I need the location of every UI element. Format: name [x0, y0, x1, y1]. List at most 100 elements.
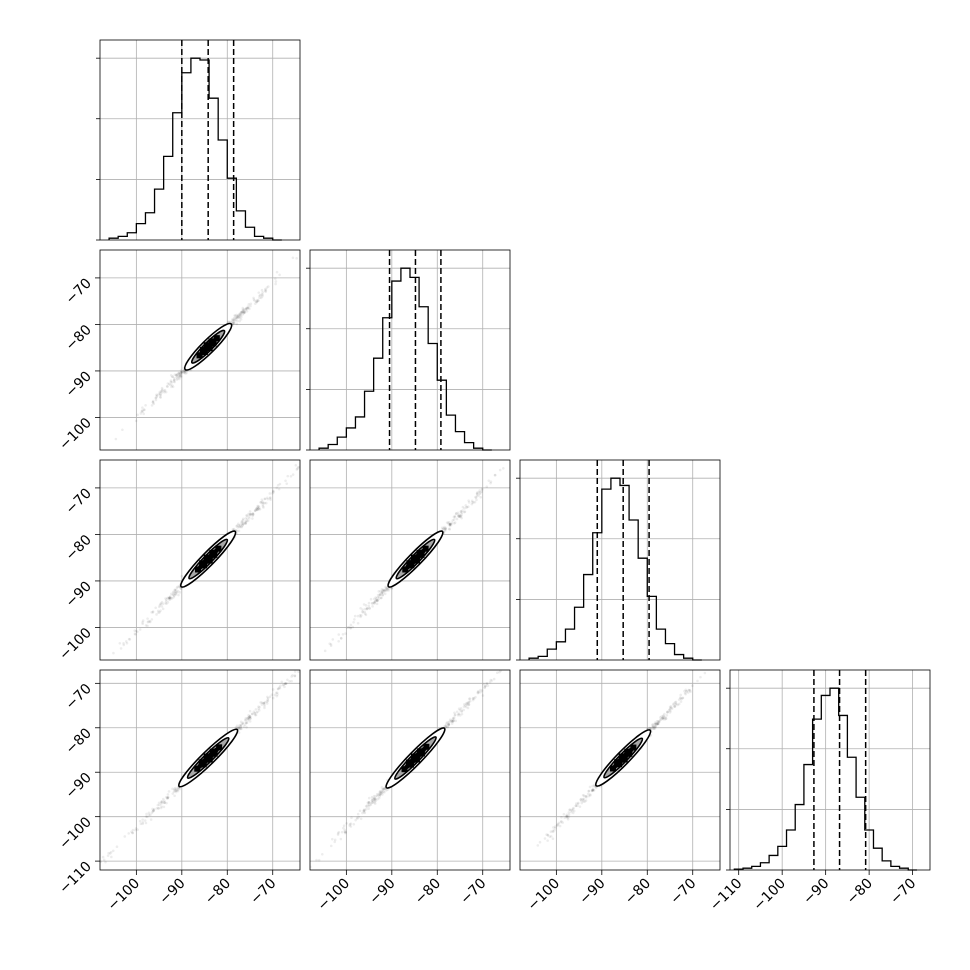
- sample-point: [376, 596, 380, 599]
- sample-point: [275, 486, 279, 490]
- sample-point: [366, 606, 369, 610]
- sample-point: [290, 679, 293, 683]
- sample-point: [240, 311, 244, 314]
- sample-point: [247, 512, 250, 516]
- sample-point: [179, 370, 183, 374]
- sample-point: [141, 818, 145, 821]
- sample-point: [349, 626, 353, 630]
- sample-point: [498, 468, 502, 472]
- sample-point: [382, 589, 386, 593]
- sample-point: [579, 798, 582, 801]
- sample-point: [166, 601, 170, 604]
- sample-point: [252, 710, 256, 713]
- sample-point: [295, 468, 299, 471]
- sample-point: [377, 796, 381, 800]
- sample-point: [157, 801, 161, 805]
- sample-point: [373, 800, 377, 804]
- sample-point: [459, 514, 463, 518]
- sample-point: [179, 374, 182, 378]
- sample-point: [581, 797, 585, 801]
- sample-point: [355, 816, 359, 820]
- sample-point: [377, 597, 381, 601]
- sample-point: [176, 377, 179, 380]
- sample-point: [244, 308, 248, 311]
- sample-point: [160, 386, 164, 390]
- sample-point: [173, 588, 177, 592]
- sample-point: [164, 597, 167, 600]
- sample-point: [238, 523, 242, 527]
- sample-point: [477, 494, 480, 497]
- sample-point: [106, 854, 110, 857]
- sample-point: [514, 653, 517, 656]
- sample-point: [683, 691, 687, 695]
- sample-point: [379, 790, 382, 793]
- sample-point: [372, 597, 376, 601]
- sample-point: [485, 485, 489, 489]
- sample-point: [235, 313, 238, 317]
- sample-point: [302, 674, 305, 677]
- sample-point: [380, 591, 384, 595]
- sample-point: [249, 302, 253, 306]
- sample-point: [128, 638, 132, 641]
- sample-point: [158, 803, 161, 807]
- sample-point: [272, 491, 275, 494]
- sample-point: [136, 630, 139, 634]
- sample-point: [174, 590, 178, 594]
- sample-point: [662, 714, 665, 718]
- sample-point: [374, 799, 378, 803]
- x-tick-label: −110: [707, 876, 746, 915]
- sample-point: [378, 793, 382, 797]
- sample-point: [164, 796, 168, 799]
- sample-point: [367, 804, 371, 808]
- sample-point: [379, 596, 383, 600]
- sample-point: [160, 600, 164, 604]
- sample-point: [262, 701, 266, 705]
- sample-point: [239, 724, 242, 728]
- sample-point: [248, 715, 252, 718]
- sample-point: [240, 521, 243, 524]
- sample-point: [235, 529, 239, 533]
- sample-point: [248, 516, 251, 520]
- sample-point: [377, 595, 381, 599]
- sample-point: [467, 700, 471, 704]
- sample-point: [364, 604, 368, 607]
- sample-point: [461, 509, 464, 512]
- sample-point: [356, 817, 359, 820]
- sample-point: [114, 437, 118, 441]
- panel-content: [300, 653, 517, 874]
- x-tick-label: −90: [576, 876, 608, 908]
- sample-point: [171, 385, 175, 389]
- sample-point: [591, 788, 594, 792]
- sample-point: [362, 810, 366, 814]
- sample-point: [169, 597, 173, 600]
- sample-point: [241, 306, 245, 310]
- sample-point: [482, 682, 485, 686]
- sample-point: [378, 593, 382, 596]
- sample-point: [286, 474, 290, 478]
- sample-point: [351, 625, 355, 629]
- sample-point: [574, 804, 578, 807]
- sample-point: [237, 315, 241, 318]
- sample-point: [240, 522, 244, 525]
- sample-point: [178, 374, 181, 378]
- sample-point: [380, 791, 384, 795]
- sample-point: [170, 596, 174, 600]
- sample-point: [104, 860, 107, 864]
- sample-point: [244, 522, 248, 526]
- sample-point: [463, 507, 466, 510]
- sample-point: [159, 396, 162, 399]
- sample-point: [471, 698, 475, 702]
- sample-point: [363, 811, 367, 815]
- density-bin: [209, 748, 218, 757]
- sample-point: [381, 588, 385, 592]
- sample-point: [459, 510, 463, 513]
- sample-point: [356, 812, 360, 816]
- sample-point: [364, 804, 368, 808]
- sample-point: [148, 620, 152, 624]
- sample-point: [465, 505, 469, 509]
- sample-point: [139, 412, 143, 415]
- sample-point: [300, 871, 303, 874]
- sample-point: [511, 456, 514, 459]
- sample-point: [582, 797, 586, 801]
- sample-point: [384, 588, 388, 591]
